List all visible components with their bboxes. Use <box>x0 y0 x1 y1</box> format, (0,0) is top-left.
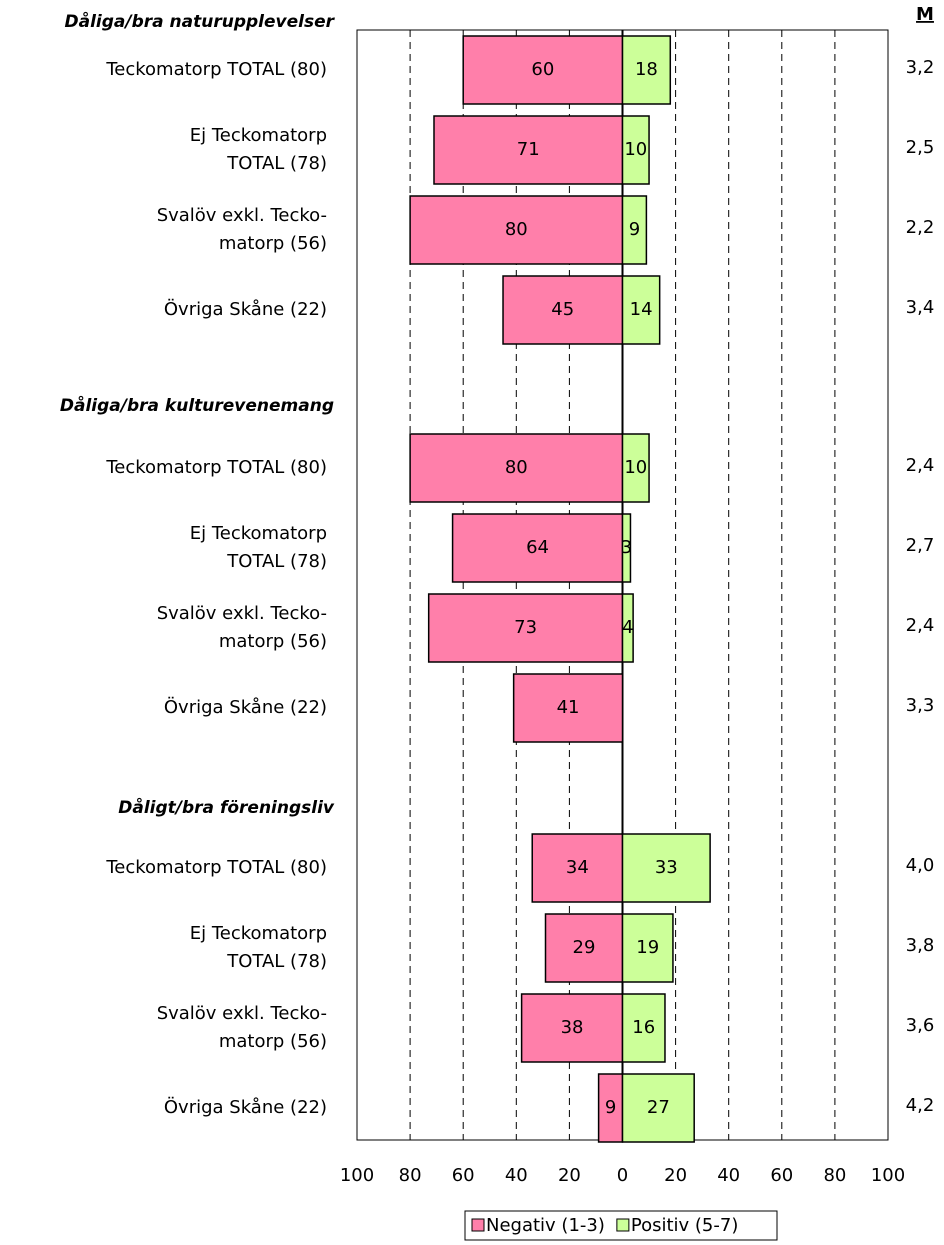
bar <box>621 833 711 903</box>
bar-value-label: 16 <box>632 1017 655 1038</box>
legend-label: Positiv (5-7) <box>631 1215 738 1236</box>
bar <box>621 993 666 1063</box>
category-label: Ej Teckomatorp TOTAL (78) <box>190 523 327 572</box>
category-label: Övriga Skåne (22) <box>164 298 327 320</box>
bar-value-label: 34 <box>566 857 589 878</box>
category-label: Övriga Skåne (22) <box>164 1096 327 1118</box>
x-tick-label: 80 <box>399 1165 422 1186</box>
bar <box>621 115 650 185</box>
bar-value-label: 80 <box>505 457 528 478</box>
bar <box>462 35 624 105</box>
bar <box>512 673 624 743</box>
bar-value-label: 10 <box>624 457 647 478</box>
category-label: Ej Teckomatorp TOTAL (78) <box>190 923 327 972</box>
group-title: Dåligt/bra föreningsliv <box>118 797 335 818</box>
bar <box>621 513 632 583</box>
category-label: Svalöv exkl. Tecko-matorp (56) <box>157 205 327 254</box>
bar-value-label: 45 <box>551 299 574 320</box>
bar-value-label: 73 <box>514 617 537 638</box>
x-tick-label: 60 <box>452 1165 475 1186</box>
bar <box>621 433 650 503</box>
bar <box>409 195 624 265</box>
mean-value: 3,8 <box>906 935 935 956</box>
mean-value: 2,4 <box>906 455 935 476</box>
x-tick-label: 100 <box>871 1165 905 1186</box>
bar <box>409 433 624 503</box>
mean-value: 2,2 <box>906 217 935 238</box>
category-label: Svalöv exkl. Tecko-matorp (56) <box>157 1003 327 1052</box>
category-label: Ej Teckomatorp TOTAL (78) <box>190 125 327 174</box>
mean-value: 3,6 <box>906 1015 935 1036</box>
bar-value-label: 9 <box>629 219 640 240</box>
x-tick-label: 40 <box>717 1165 740 1186</box>
bar-value-label: 4 <box>622 617 633 638</box>
x-tick-label: 0 <box>617 1165 628 1186</box>
mean-value: 2,5 <box>906 137 935 158</box>
bar-value-label: 60 <box>531 59 554 80</box>
bar-value-label: 27 <box>647 1097 670 1118</box>
mean-value: 3,3 <box>906 695 935 716</box>
mean-value: 4,2 <box>906 1095 935 1116</box>
mean-value: 3,4 <box>906 297 935 318</box>
bar <box>621 1073 695 1143</box>
category-label: Teckomatorp TOTAL (80) <box>105 457 327 478</box>
bar-value-label: 33 <box>655 857 678 878</box>
mean-value: 4,0 <box>906 855 935 876</box>
bar-value-label: 18 <box>635 59 658 80</box>
bar <box>520 993 624 1063</box>
legend-swatch <box>616 1218 630 1232</box>
mean-value: 3,2 <box>906 57 935 78</box>
bar <box>621 195 648 265</box>
bar-value-label: 80 <box>505 219 528 240</box>
mean-value: 2,7 <box>906 535 935 556</box>
legend-label: Negativ (1-3) <box>486 1215 605 1236</box>
x-tick-label: 80 <box>823 1165 846 1186</box>
bar-value-label: 64 <box>526 537 549 558</box>
bar-value-label: 71 <box>517 139 540 160</box>
x-tick-label: 60 <box>770 1165 793 1186</box>
x-tick-label: 100 <box>340 1165 374 1186</box>
mean-value: 2,4 <box>906 615 935 636</box>
bar <box>621 913 674 983</box>
x-tick-label: 40 <box>505 1165 528 1186</box>
bar-value-label: 9 <box>605 1097 616 1118</box>
group-title: Dåliga/bra naturupplevelser <box>65 11 336 32</box>
group-title: Dåliga/bra kulturevenemang <box>60 395 334 416</box>
bar <box>621 593 634 663</box>
bar-value-label: 10 <box>624 139 647 160</box>
mean-header: M <box>916 4 934 25</box>
legend-swatch <box>471 1218 485 1232</box>
bar-value-label: 19 <box>636 937 659 958</box>
bar-value-label: 41 <box>557 697 580 718</box>
bar-value-label: 29 <box>573 937 596 958</box>
bar-value-label: 3 <box>621 537 632 558</box>
category-label: Teckomatorp TOTAL (80) <box>105 59 327 80</box>
category-label: Teckomatorp TOTAL (80) <box>105 857 327 878</box>
bar-value-label: 14 <box>630 299 653 320</box>
x-tick-label: 20 <box>558 1165 581 1186</box>
bar <box>451 513 624 583</box>
bar <box>531 833 624 903</box>
bar <box>544 913 624 983</box>
bar <box>502 275 624 345</box>
x-tick-label: 20 <box>664 1165 687 1186</box>
category-label: Övriga Skåne (22) <box>164 696 327 718</box>
bar-value-label: 38 <box>561 1017 584 1038</box>
bar <box>427 593 624 663</box>
category-label: Svalöv exkl. Tecko-matorp (56) <box>157 603 327 652</box>
bar <box>621 275 661 345</box>
bar <box>621 35 672 105</box>
